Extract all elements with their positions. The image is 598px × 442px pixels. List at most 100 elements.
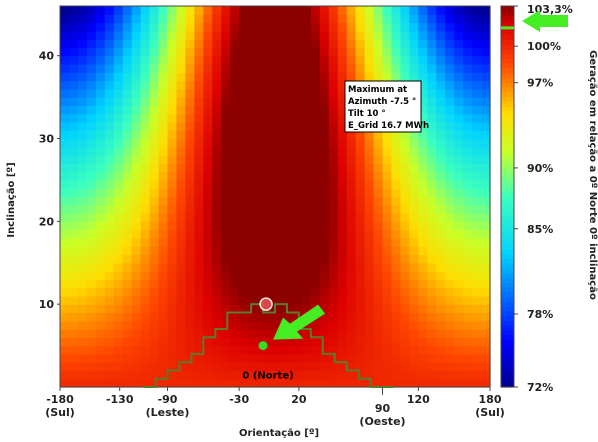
heatmap-cell — [68, 362, 79, 372]
heatmap-cell — [221, 138, 231, 148]
heatmap-cell — [472, 304, 482, 314]
heatmap-cell — [391, 329, 402, 338]
heatmap-cell — [86, 229, 97, 239]
heatmap-cell — [257, 72, 267, 82]
heatmap-cell — [113, 254, 124, 264]
heatmap-cell — [427, 337, 437, 347]
heatmap-cell — [212, 246, 222, 256]
heatmap-cell — [337, 188, 348, 198]
heatmap-cell — [239, 30, 249, 40]
heatmap-cell — [257, 155, 267, 164]
heatmap-cell — [409, 130, 419, 140]
heatmap-cell — [418, 337, 428, 347]
heatmap-cell — [167, 237, 178, 247]
heatmap-cell — [86, 55, 97, 65]
heatmap-cell — [248, 362, 258, 372]
heatmap-cell — [230, 130, 240, 140]
colorbar-band — [501, 106, 514, 112]
heatmap-cell — [445, 320, 455, 330]
heatmap-cell — [113, 146, 124, 156]
heatmap-cell — [221, 39, 231, 49]
heatmap-cell — [60, 295, 70, 305]
heatmap-cell — [149, 254, 160, 264]
heatmap-cell — [176, 345, 187, 355]
heatmap-cell — [140, 88, 151, 98]
heatmap-cell — [319, 63, 330, 73]
heatmap-cell — [122, 362, 133, 372]
heatmap-cell — [104, 320, 115, 330]
heatmap-cell — [203, 345, 213, 355]
heatmap-cell — [221, 237, 231, 247]
heatmap-cell — [275, 72, 285, 82]
heatmap-cell — [104, 246, 115, 256]
heatmap-cell — [445, 295, 455, 305]
heatmap-cell — [481, 188, 491, 198]
heatmap-cell — [301, 221, 312, 231]
heatmap-cell — [257, 39, 267, 49]
heatmap-cell — [212, 329, 222, 338]
heatmap-cell — [113, 188, 124, 198]
colorbar-band — [501, 44, 514, 50]
heatmap-cell — [77, 287, 88, 297]
heatmap-cell — [104, 295, 115, 305]
heatmap-cell — [400, 345, 410, 355]
heatmap-cell — [454, 271, 464, 280]
heatmap-cell — [131, 39, 142, 49]
heatmap-cell — [409, 370, 419, 380]
heatmap-cell — [257, 378, 267, 388]
heatmap-cell — [212, 271, 222, 280]
heatmap-cell — [301, 337, 312, 347]
heatmap-cell — [158, 345, 169, 355]
heatmap-cell — [454, 213, 464, 222]
heatmap-cell — [292, 63, 303, 73]
heatmap-cell — [454, 353, 464, 363]
heatmap-cell — [185, 362, 195, 372]
heatmap-cell — [400, 254, 410, 264]
heatmap-cell — [221, 72, 231, 82]
heatmap-cell — [382, 329, 393, 338]
heatmap-cell — [230, 146, 240, 156]
heatmap-cell — [167, 337, 178, 347]
heatmap-cell — [122, 229, 133, 239]
heatmap-cell — [319, 196, 330, 206]
heatmap-cell — [391, 287, 402, 297]
heatmap-cell — [454, 246, 464, 256]
heatmap-cell — [185, 138, 195, 148]
colorbar-tick-label: 90% — [527, 162, 553, 175]
heatmap-cell — [149, 171, 160, 181]
heatmap-cell — [481, 30, 491, 40]
heatmap-cell — [176, 337, 187, 347]
heatmap-cell — [382, 138, 393, 148]
heatmap-cell — [194, 30, 204, 40]
heatmap-cell — [239, 295, 249, 305]
heatmap-cell — [266, 14, 276, 24]
heatmap-cell — [257, 213, 267, 222]
heatmap-cell — [68, 80, 79, 90]
heatmap-cell — [427, 47, 437, 57]
heatmap-cell — [319, 378, 330, 388]
heatmap-cell — [328, 196, 339, 206]
heatmap-cell — [149, 287, 160, 297]
colorbar-frame — [500, 5, 515, 388]
heatmap-cell — [68, 337, 79, 347]
heatmap-cell — [355, 362, 366, 372]
heatmap-cell — [373, 345, 384, 355]
colorbar-tick-label: 100% — [527, 40, 561, 53]
heatmap-cell — [158, 88, 169, 98]
heatmap-cell — [86, 237, 97, 247]
heatmap-cell — [68, 254, 79, 264]
heatmap-cell — [149, 312, 160, 322]
heatmap-cell — [221, 329, 231, 338]
heatmap-cell — [400, 221, 410, 231]
heatmap-cell — [409, 237, 419, 247]
colorbar-band — [501, 310, 514, 317]
heatmap-cell — [68, 345, 79, 355]
heatmap-cell — [104, 63, 115, 73]
colorbar-band — [501, 329, 514, 336]
heatmap-cell — [104, 370, 115, 380]
heatmap-cell — [266, 370, 276, 380]
heatmap-cell — [60, 229, 70, 239]
heatmap-cell — [248, 88, 258, 98]
heatmap-cell — [463, 353, 473, 363]
heatmap-cell — [68, 97, 79, 106]
